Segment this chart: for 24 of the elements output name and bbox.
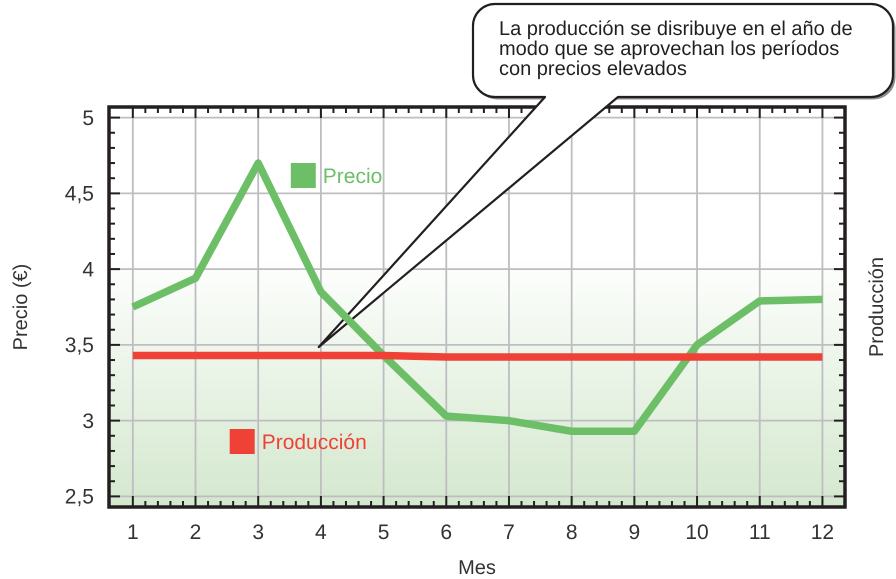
y-tick-label: 3 (82, 410, 94, 433)
y-tick-label: 4 (82, 258, 94, 282)
x-tick-label: 7 (503, 521, 515, 544)
x-tick-label: 5 (378, 521, 390, 544)
x-tick-label: 12 (810, 521, 834, 544)
x-tick-label: 8 (566, 521, 578, 544)
x-tick-label: 6 (440, 521, 452, 544)
y-tick-label: 4,5 (64, 182, 94, 206)
y-tick-label: 3,5 (64, 334, 94, 358)
x-tick-label: 1 (126, 521, 139, 544)
x-tick-label: 11 (748, 521, 771, 544)
legend-label: Precio (322, 164, 382, 188)
y-tick-label: 5 (82, 106, 94, 130)
x-tick-label: 3 (252, 521, 264, 544)
x-axis-title: Mes (458, 557, 496, 579)
y2-axis-title: Producción (866, 256, 888, 358)
x-tick-label: 9 (628, 521, 640, 544)
y-tick-label: 2,5 (64, 486, 94, 509)
text: La producción se disribuye en el año de modo que se aprovechan los períodos con precios elevados (499, 18, 853, 80)
x-tick-label: 10 (685, 521, 709, 544)
x-tick-label: 4 (315, 521, 328, 544)
x-tick-label: 2 (190, 521, 202, 544)
legend-label: Producción (262, 430, 367, 454)
y-axis-title: Precio (€) (10, 264, 32, 350)
